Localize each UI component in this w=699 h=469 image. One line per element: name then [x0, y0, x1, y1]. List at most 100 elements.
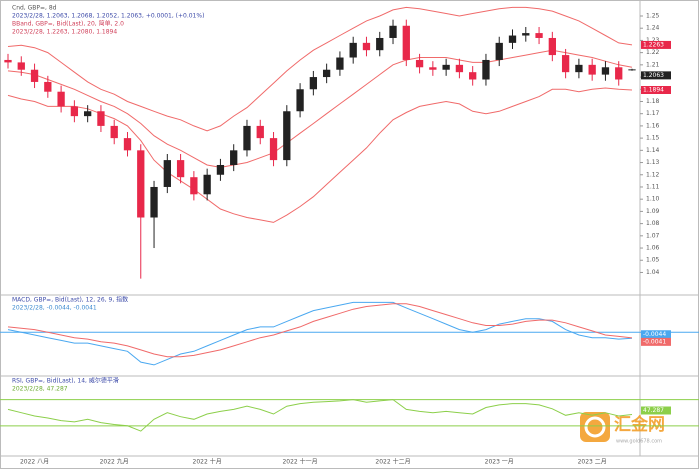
- y-tick-label: 1.24: [646, 25, 660, 32]
- candle-body: [17, 62, 25, 70]
- price-title: Cnd, GBP=, 8d: [12, 5, 57, 12]
- y-tick-label: 1.18: [646, 98, 660, 105]
- candle-body: [362, 42, 371, 51]
- last-value-label: 1.1894: [643, 87, 664, 94]
- last-value-box: [641, 337, 671, 346]
- series-line: [7, 87, 633, 223]
- candle-body: [322, 69, 331, 78]
- candle-body: [123, 138, 132, 151]
- series-line: [7, 303, 633, 358]
- series-line: [7, 6, 633, 132]
- candle-body: [415, 59, 424, 68]
- candle-body: [575, 64, 583, 73]
- candle-body: [283, 111, 291, 161]
- candle-body: [309, 77, 318, 90]
- candle-body: [230, 150, 238, 165]
- candle-body: [495, 42, 503, 60]
- series-line: [7, 49, 633, 168]
- candle-body: [522, 33, 530, 36]
- y-tick-label: 1.21: [646, 61, 660, 68]
- candle-body: [548, 37, 556, 56]
- x-tick-label: 2022 九月: [100, 458, 129, 466]
- y-tick-label: 1.22: [646, 49, 660, 56]
- candle-body: [389, 25, 397, 38]
- watermark-brand: 汇金网: [614, 414, 665, 435]
- candle-body: [535, 33, 543, 38]
- y-tick-label: 1.13: [646, 159, 660, 166]
- candle-body: [190, 177, 198, 195]
- candle-body: [508, 35, 517, 43]
- y-tick-label: 1.09: [646, 208, 660, 215]
- y-tick-label: 1.04: [646, 269, 660, 276]
- x-tick-label: 2022 八月: [20, 459, 49, 466]
- candle-body: [84, 111, 92, 117]
- rsi-title: RSI, GBP=, Bid(Last), 14, 威尔德平滑: [12, 377, 119, 385]
- candle-body: [4, 59, 12, 63]
- last-value-label: 1.2263: [643, 41, 664, 48]
- watermark-logo: [580, 412, 610, 442]
- candle-body: [561, 55, 570, 73]
- watermark-logo-ring: [584, 416, 606, 438]
- y-tick-label: 1.06: [646, 245, 660, 252]
- last-value-label: 1.2063: [643, 72, 664, 79]
- candle-body: [442, 64, 450, 70]
- y-tick-label: 1.23: [646, 37, 660, 44]
- x-tick-label: 2023 二月: [578, 459, 607, 466]
- candle-body: [269, 138, 278, 161]
- series-line: [7, 399, 633, 432]
- candle-body: [376, 37, 384, 51]
- candle-body: [216, 164, 225, 175]
- x-tick-label: 2022 十二月: [375, 458, 410, 466]
- y-tick-label: 1.10: [646, 196, 660, 203]
- y-tick-label: 1.08: [646, 220, 660, 227]
- candle-body: [336, 57, 344, 70]
- y-tick-label: 1.25: [646, 12, 660, 19]
- y-tick-label: 1.11: [646, 183, 660, 190]
- series-line: [7, 301, 633, 366]
- watermark-url: www.gold678.com: [616, 439, 662, 445]
- last-value-box: [641, 40, 671, 49]
- price-subtitle: 2023/2/28, 1.2063, 1.2068, 1.2052, 1.206…: [12, 13, 204, 20]
- last-value-label: -0.0044: [643, 331, 666, 338]
- rsi-subtitle: 2023/2/28, 47.287: [12, 386, 68, 393]
- last-value-box: [641, 406, 671, 415]
- y-tick-label: 1.14: [646, 147, 660, 154]
- bband-title: BBand, GBP=, Bid(Last), 20, 简单, 2.0: [12, 20, 124, 28]
- y-tick-label: 1.07: [646, 232, 660, 239]
- candle-body: [628, 69, 636, 71]
- candle-body: [296, 89, 304, 112]
- candle-body: [203, 174, 211, 195]
- candle-body: [150, 186, 158, 218]
- y-tick-label: 1.12: [646, 171, 660, 178]
- candle-body: [97, 111, 105, 126]
- y-tick-label: 1.16: [646, 122, 660, 129]
- last-value-label: 47.287: [643, 407, 664, 414]
- y-tick-label: 1.15: [646, 135, 660, 142]
- y-tick-label: 1.17: [646, 110, 660, 117]
- last-value-box: [641, 71, 671, 80]
- x-tick-label: 2022 十月: [193, 458, 222, 466]
- x-tick-label: 2023 一月: [485, 459, 514, 466]
- candle-body: [30, 69, 39, 82]
- candle-body: [243, 125, 251, 151]
- candle-body: [70, 106, 79, 117]
- candle-body: [176, 160, 185, 178]
- last-value-label: -0.0041: [643, 338, 666, 345]
- candle-body: [44, 81, 52, 92]
- candle-body: [588, 64, 596, 75]
- last-value-box: [641, 330, 671, 339]
- bband-values: 2023/2/28, 1.2263, 1.2080, 1.1894: [12, 29, 117, 36]
- x-tick-label: 2022 十一月: [282, 458, 317, 466]
- candle-body: [601, 67, 610, 75]
- candle-body: [137, 150, 145, 218]
- y-tick-label: 1.05: [646, 257, 660, 264]
- candle-body: [349, 42, 357, 58]
- macd-subtitle: 2023/2/28, -0.0044, -0.0041: [12, 305, 97, 312]
- candle-body: [469, 72, 477, 80]
- macd-title: MACD, GBP=, Bid(Last), 12, 26, 9, 指数: [12, 296, 128, 304]
- last-value-box: [641, 86, 671, 95]
- candle-body: [57, 91, 65, 107]
- candle-body: [402, 25, 410, 60]
